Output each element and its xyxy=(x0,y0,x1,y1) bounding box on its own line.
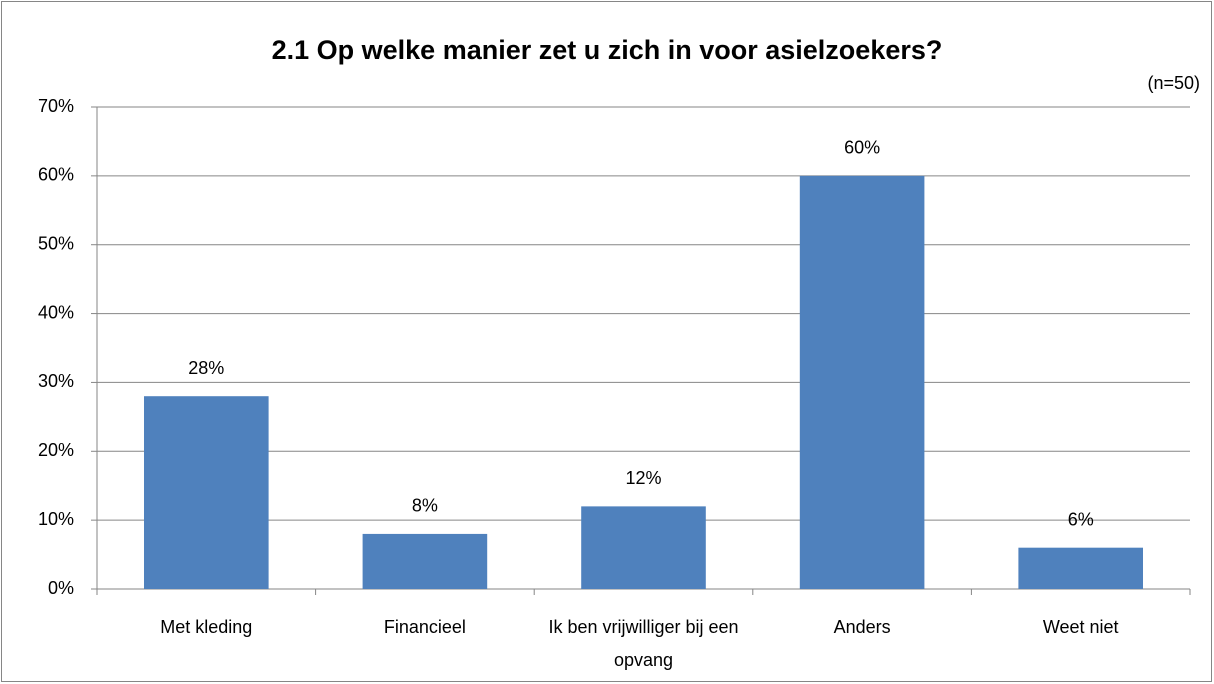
y-tick-label: 70% xyxy=(38,96,74,116)
y-tick-label: 0% xyxy=(48,578,74,598)
x-tick-label: Anders xyxy=(833,617,891,637)
bar xyxy=(581,506,706,589)
y-tick-label: 20% xyxy=(38,440,74,460)
data-label: 60% xyxy=(844,138,880,158)
x-tick-label: Ik ben vrijwilliger bij een opvang xyxy=(548,617,739,670)
chart-title: 2.1 Op welke manier zet u zich in voor a… xyxy=(272,35,943,65)
data-label: 28% xyxy=(188,358,224,378)
bar xyxy=(362,533,488,589)
bar xyxy=(799,175,925,589)
data-label: 6% xyxy=(1068,509,1094,529)
x-tick-label: Financieel xyxy=(383,617,466,637)
data-label: 8% xyxy=(412,496,438,516)
y-tick-label: 50% xyxy=(38,233,74,253)
annotation: (n=50) xyxy=(1147,73,1200,93)
bar xyxy=(143,396,269,589)
data-label: 12% xyxy=(625,468,661,488)
y-tick-label: 30% xyxy=(38,371,74,391)
y-tick-label: 10% xyxy=(38,509,74,529)
x-tick-label: Met kleding xyxy=(160,617,253,637)
x-tick-label: Weet niet xyxy=(1042,617,1119,637)
y-tick-label: 40% xyxy=(38,302,74,322)
y-tick-label: 60% xyxy=(38,165,74,185)
bar xyxy=(1018,547,1144,589)
